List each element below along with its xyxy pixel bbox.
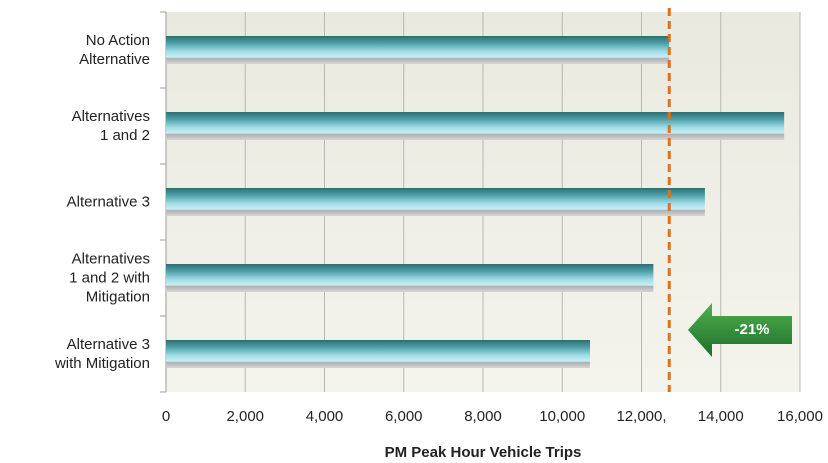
bar xyxy=(166,340,590,368)
annotation-arrow xyxy=(688,303,792,357)
annotation: -21% xyxy=(734,321,769,338)
y-tick-label: Alternatives 1 and 2 with Mitigation xyxy=(69,250,150,306)
bar xyxy=(166,112,785,140)
x-tick-label: 2,000 xyxy=(226,408,264,425)
y-tick-label: No Action Alternative xyxy=(79,32,150,68)
x-axis-title: PM Peak Hour Vehicle Trips xyxy=(385,444,582,461)
x-tick-label: 14,000 xyxy=(698,408,744,425)
x-tick-label: 16,000 xyxy=(777,408,823,425)
y-tick-label: Alternative 3 with Mitigation xyxy=(54,336,150,372)
x-tick-label: 6,000 xyxy=(385,408,423,425)
x-tick-label: 4,000 xyxy=(306,408,344,425)
bar xyxy=(166,188,705,216)
x-tick-label: 10,000 xyxy=(539,408,585,425)
x-tick-label: 8,000 xyxy=(464,408,502,425)
y-tick-label: Alternatives 1 and 2 xyxy=(71,108,150,144)
x-tick-label: 0 xyxy=(162,408,170,425)
y-tick-label: Alternative 3 xyxy=(66,193,150,211)
bar xyxy=(166,264,654,292)
x-tick-label: 12,000, xyxy=(616,408,666,425)
bar xyxy=(166,36,670,64)
